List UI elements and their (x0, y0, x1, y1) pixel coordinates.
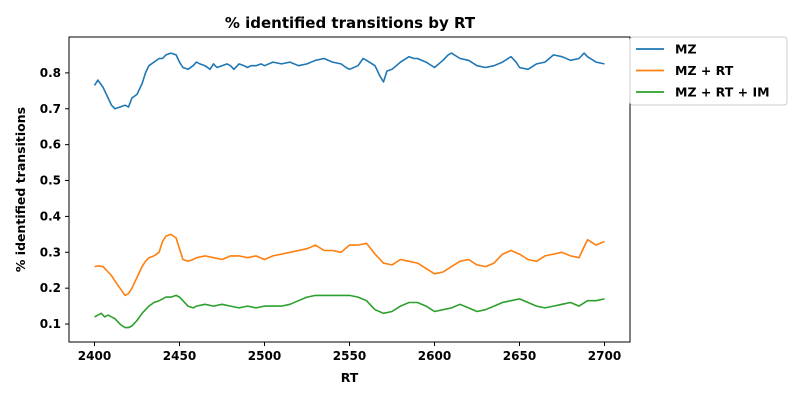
series-line-2 (94, 294, 605, 329)
plot-area (68, 36, 631, 343)
x-tick-label: 2600 (418, 349, 451, 363)
y-tick-label: 0.4 (40, 209, 61, 223)
y-tick-label: 0.3 (40, 245, 61, 259)
series-lines (93, 52, 605, 329)
series-line-0 (93, 52, 605, 110)
x-tick-label: 2500 (248, 349, 281, 363)
series-line-1 (94, 233, 605, 297)
x-axis: 2400 2450 2500 2550 2600 2650 2700 (78, 342, 621, 363)
x-tick-label: 2700 (588, 349, 621, 363)
y-axis-label: % identified transitions (13, 107, 28, 272)
plot-frame (68, 36, 631, 343)
y-tick-label: 0.7 (40, 102, 61, 116)
y-tick-label: 0.1 (40, 317, 61, 331)
legend-label-2: MZ + RT + IM (675, 85, 770, 100)
y-tick-label: 0.6 (40, 138, 61, 152)
y-tick-label: 0.2 (40, 281, 61, 295)
chart-title: % identified transitions by RT (225, 14, 476, 32)
x-tick-label: 2450 (163, 349, 196, 363)
x-tick-label: 2400 (78, 349, 111, 363)
y-tick-label: 0.5 (40, 174, 61, 188)
y-axis: 0.1 0.2 0.3 0.4 0.5 0.6 0.7 0.8 (40, 66, 69, 331)
legend-label-0: MZ (675, 42, 697, 57)
legend: MZ MZ + RT MZ + RT + IM (629, 36, 788, 106)
x-tick-label: 2650 (503, 349, 536, 363)
x-axis-label: RT (341, 370, 359, 385)
x-tick-label: 2550 (333, 349, 366, 363)
legend-label-1: MZ + RT (675, 63, 734, 78)
legend-frame (629, 36, 788, 106)
y-tick-label: 0.8 (40, 66, 61, 80)
